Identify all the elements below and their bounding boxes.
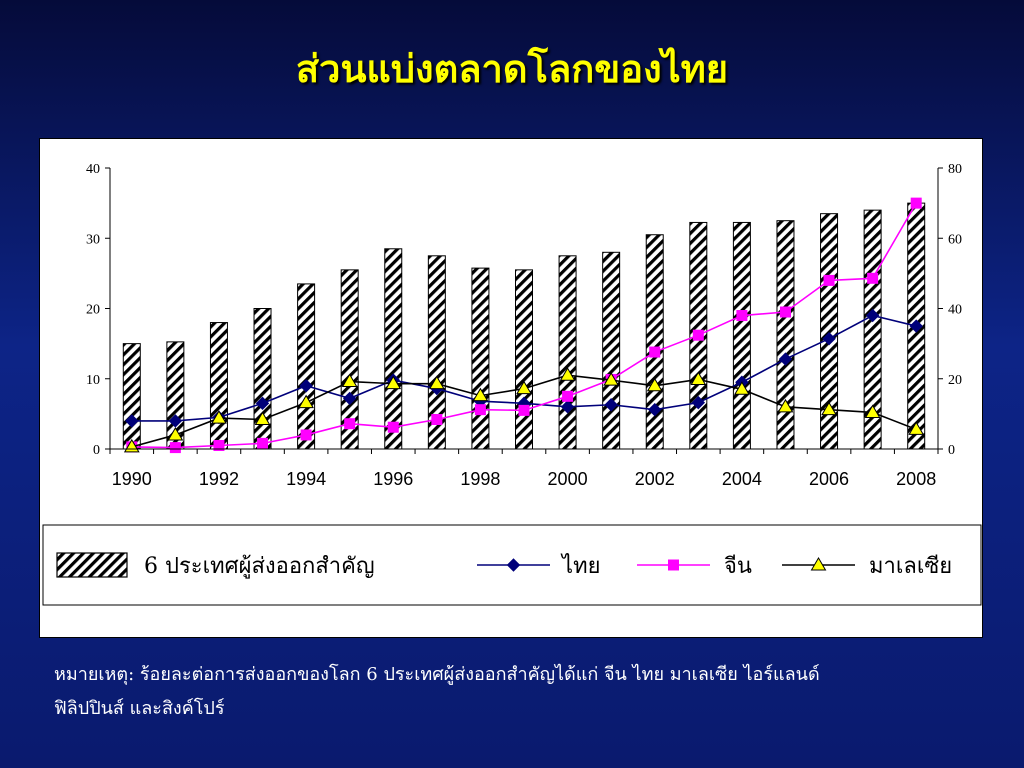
x-tick-label: 1992 bbox=[199, 469, 239, 489]
bar-2001 bbox=[602, 251, 621, 450]
bar-1990 bbox=[122, 343, 141, 450]
slide-title: ส่วนแบ่งตลาดโลกของไทย bbox=[295, 46, 729, 91]
china-point-2008 bbox=[910, 197, 922, 209]
x-tick-label: 1994 bbox=[286, 469, 326, 489]
thailand-point-1994 bbox=[299, 379, 313, 393]
china-point-2005 bbox=[779, 306, 791, 318]
left-tick-label: 30 bbox=[86, 232, 100, 247]
china-point-1994 bbox=[300, 429, 312, 441]
legend-swatch-bars bbox=[56, 552, 128, 578]
x-tick-label: 2008 bbox=[896, 469, 936, 489]
malaysia-point-2006 bbox=[821, 401, 837, 416]
thailand-point-1993 bbox=[255, 396, 270, 411]
bar-2000 bbox=[558, 255, 577, 450]
malaysia-point-2007 bbox=[864, 404, 881, 418]
x-tick-label: 2000 bbox=[548, 469, 588, 489]
legend-label-bars: 6 ประเทศผู้ส่งออกสำคัญ bbox=[144, 554, 375, 579]
left-tick-label: 40 bbox=[86, 162, 100, 177]
right-tick-label: 40 bbox=[948, 303, 962, 318]
china-point-1992 bbox=[213, 439, 225, 451]
footnote-line-2: ฟิลิปปินส์ และสิงค์โปร์ bbox=[54, 698, 225, 719]
legend-label-thailand: ไทย bbox=[560, 553, 600, 579]
footnote: หมายเหตุ: ร้อยละต่อการส่งออกของโลก 6 ประ… bbox=[54, 658, 994, 726]
combo-chart: 0 10 20 30 40 0 20 40 60 80 1990 1992 1994 1996 1998 20… bbox=[42, 162, 982, 606]
malaysia-point-2001 bbox=[603, 372, 620, 386]
malaysia-point-2005 bbox=[777, 398, 794, 413]
malaysia-point-1994 bbox=[298, 394, 314, 409]
malaysia-point-1999 bbox=[516, 380, 532, 395]
thailand-point-2007 bbox=[865, 308, 880, 323]
thailand-point-1990 bbox=[125, 414, 139, 428]
china-point-2002 bbox=[649, 346, 661, 358]
bar-2002 bbox=[645, 234, 664, 450]
thailand-point-2005 bbox=[778, 352, 793, 366]
malaysia-point-1996 bbox=[385, 375, 402, 390]
malaysia-point-2003 bbox=[690, 371, 707, 385]
bar-2005 bbox=[776, 220, 795, 450]
china-point-2007 bbox=[867, 272, 879, 284]
bar-1996 bbox=[384, 248, 403, 450]
thailand-point-1991 bbox=[168, 414, 183, 428]
legend-marker-china bbox=[668, 559, 679, 571]
chart-container: 0 10 20 30 40 0 20 40 60 80 1990 1992 1994 1996 1998 20… bbox=[39, 138, 983, 638]
bar-1993 bbox=[253, 308, 272, 450]
x-tick-label: 1996 bbox=[373, 469, 413, 489]
china-point-2000 bbox=[562, 390, 574, 402]
china-point-1997 bbox=[431, 413, 443, 425]
thailand-point-1995 bbox=[342, 391, 357, 406]
china-point-1995 bbox=[344, 418, 356, 430]
china-point-2003 bbox=[692, 329, 704, 341]
china-point-1991 bbox=[169, 442, 181, 454]
bar-1992 bbox=[209, 322, 228, 450]
thailand-point-2008 bbox=[909, 319, 923, 333]
x-tick-label: 1990 bbox=[112, 469, 152, 489]
bar-2004 bbox=[732, 221, 751, 450]
bar-1999 bbox=[515, 269, 533, 450]
legend-marker-thailand bbox=[506, 558, 521, 572]
right-tick-label: 80 bbox=[948, 162, 962, 177]
malaysia-point-1992 bbox=[211, 410, 227, 424]
thailand-point-2001 bbox=[604, 398, 618, 412]
right-tick-label: 20 bbox=[948, 373, 962, 388]
china-point-1999 bbox=[518, 404, 530, 416]
bar-1998 bbox=[471, 267, 490, 450]
china-point-1993 bbox=[257, 437, 269, 449]
left-tick-label: 0 bbox=[93, 443, 100, 458]
malaysia-point-2004 bbox=[734, 381, 750, 395]
legend-label-china: จีน bbox=[724, 554, 752, 579]
malaysia-point-1998 bbox=[472, 387, 489, 402]
x-tick-label: 2004 bbox=[722, 469, 762, 489]
bar-1994 bbox=[297, 283, 316, 450]
malaysia-point-1991 bbox=[167, 426, 184, 441]
thailand-point-2002 bbox=[648, 402, 662, 417]
thailand-point-2003 bbox=[691, 395, 706, 410]
malaysia-point-2008 bbox=[908, 421, 925, 435]
x-tick-label: 1998 bbox=[460, 469, 500, 489]
thailand-point-2006 bbox=[822, 332, 836, 346]
right-tick-label: 0 bbox=[948, 443, 955, 458]
china-point-2006 bbox=[823, 274, 835, 286]
malaysia-point-1993 bbox=[254, 411, 271, 425]
footnote-line-1: หมายเหตุ: ร้อยละต่อการส่งออกของโลก 6 ประ… bbox=[54, 664, 820, 685]
left-tick-label: 10 bbox=[86, 373, 100, 388]
right-tick-label: 60 bbox=[948, 232, 962, 247]
legend-label-malaysia: มาเลเซีย bbox=[869, 554, 952, 579]
malaysia-point-1997 bbox=[428, 375, 445, 390]
china-point-2004 bbox=[736, 310, 748, 322]
china-point-1996 bbox=[387, 421, 399, 433]
malaysia-point-2002 bbox=[646, 377, 663, 392]
china-point-1998 bbox=[474, 404, 486, 416]
legend-marker-malaysia bbox=[810, 557, 827, 571]
malaysia-point-1995 bbox=[341, 373, 358, 388]
thailand-point-2000 bbox=[560, 400, 575, 414]
malaysia-point-2000 bbox=[559, 367, 576, 381]
x-tick-label: 2006 bbox=[809, 469, 849, 489]
x-tick-label: 2002 bbox=[635, 469, 675, 489]
left-tick-label: 20 bbox=[86, 303, 100, 318]
